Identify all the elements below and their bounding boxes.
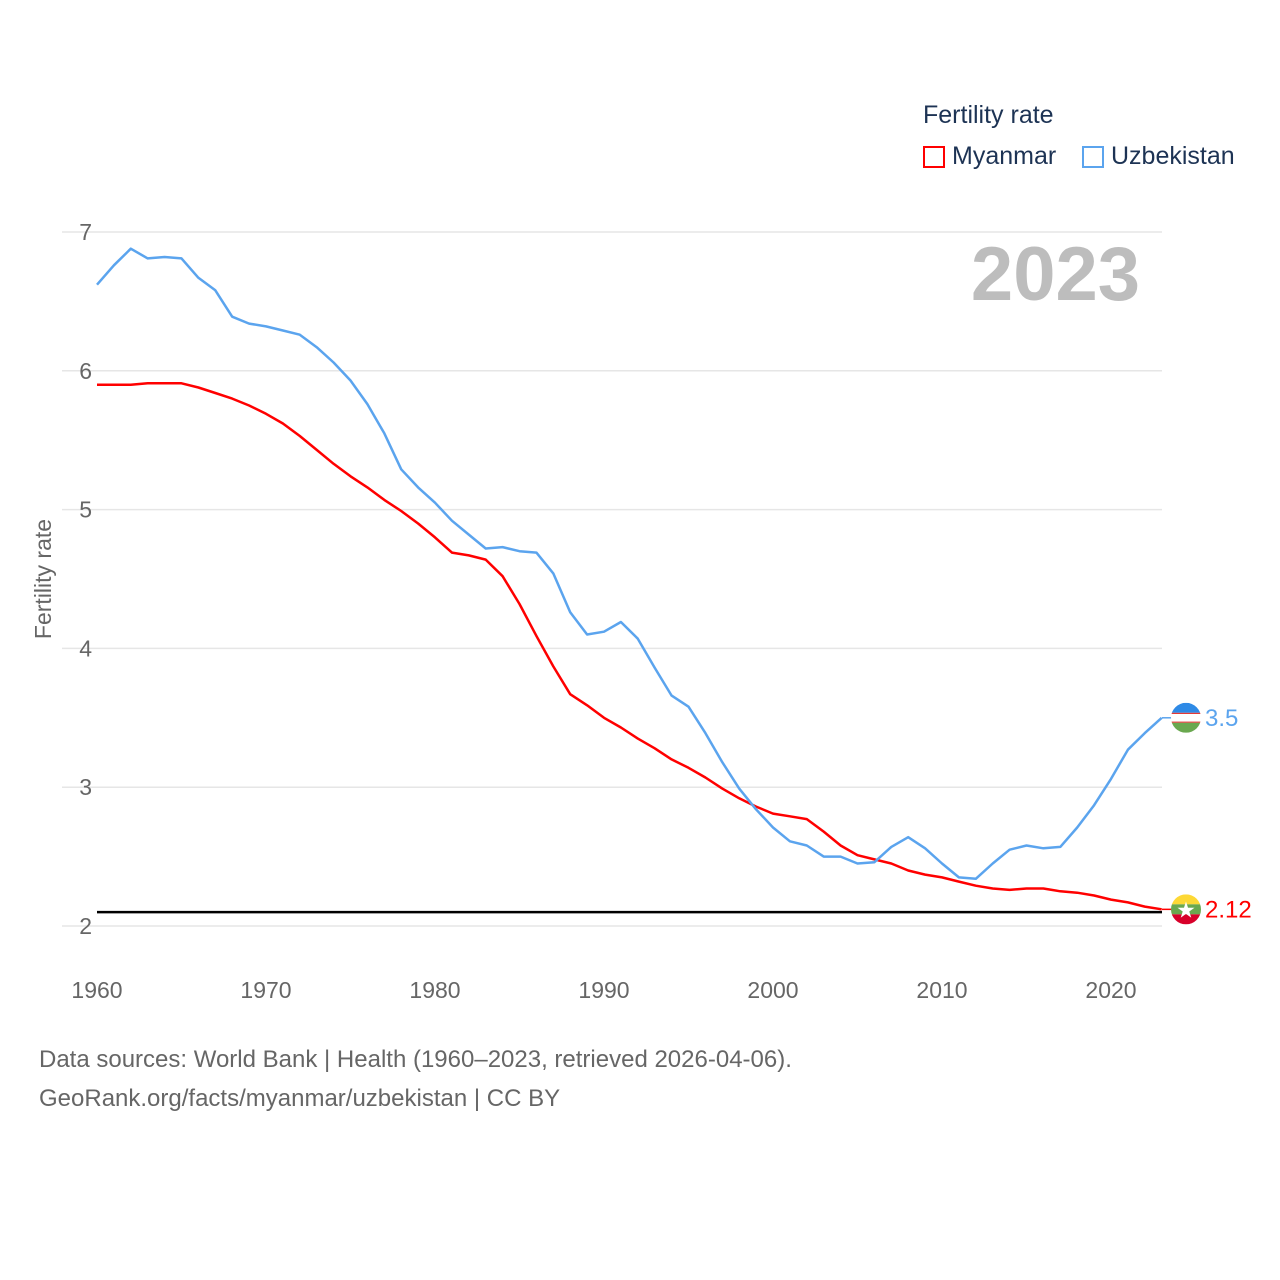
y-tick-label: 4 xyxy=(79,635,92,661)
x-tick-label: 2020 xyxy=(1085,977,1136,1003)
end-value-label-uzbekistan: 3.5 xyxy=(1205,705,1238,732)
y-tick-label: 2 xyxy=(79,913,92,939)
legend-title: Fertility rate xyxy=(923,101,1054,129)
series-line-myanmar xyxy=(97,382,1162,911)
legend-swatch-myanmar xyxy=(923,145,945,168)
y-tick-label: 6 xyxy=(79,358,92,384)
y-tick-label: 5 xyxy=(79,497,92,523)
x-tick-label: 1960 xyxy=(71,977,122,1003)
myanmar-flag-icon: ★ xyxy=(1171,894,1201,925)
x-tick-label: 2000 xyxy=(747,977,798,1003)
legend-item-myanmar[interactable]: Myanmar xyxy=(923,142,1056,171)
series-line-uzbekistan xyxy=(96,247,1163,881)
y-tick-label: 3 xyxy=(79,774,92,800)
x-tick-label: 1980 xyxy=(409,977,460,1003)
x-tick-label: 1990 xyxy=(578,977,629,1003)
legend-swatch-uzbekistan xyxy=(1082,145,1104,168)
legend-label-uzbekistan: Uzbekistan xyxy=(1111,142,1235,170)
footer-url[interactable]: GeoRank.org/facts/myanmar/uzbekistan | C… xyxy=(39,1085,561,1112)
legend-item-uzbekistan[interactable]: Uzbekistan xyxy=(1082,142,1235,171)
svg-text:★: ★ xyxy=(1176,897,1196,922)
uzbekistan-flag-icon xyxy=(1171,702,1201,733)
end-value-label-myanmar: 2.12 xyxy=(1205,896,1252,923)
y-axis-label: Fertility rate xyxy=(30,519,56,639)
x-tick-label: 1970 xyxy=(240,977,291,1003)
footer-sources: Data sources: World Bank | Health (1960–… xyxy=(39,1046,792,1073)
legend-label-myanmar: Myanmar xyxy=(952,142,1057,170)
x-tick-label: 2010 xyxy=(916,977,967,1003)
y-tick-label: 7 xyxy=(79,219,92,245)
year-overlay: 2023 xyxy=(971,232,1140,317)
